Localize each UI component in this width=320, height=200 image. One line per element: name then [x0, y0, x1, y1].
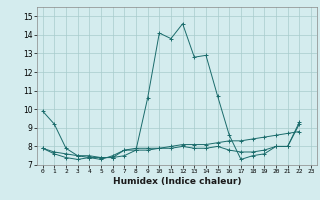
X-axis label: Humidex (Indice chaleur): Humidex (Indice chaleur) — [113, 177, 241, 186]
